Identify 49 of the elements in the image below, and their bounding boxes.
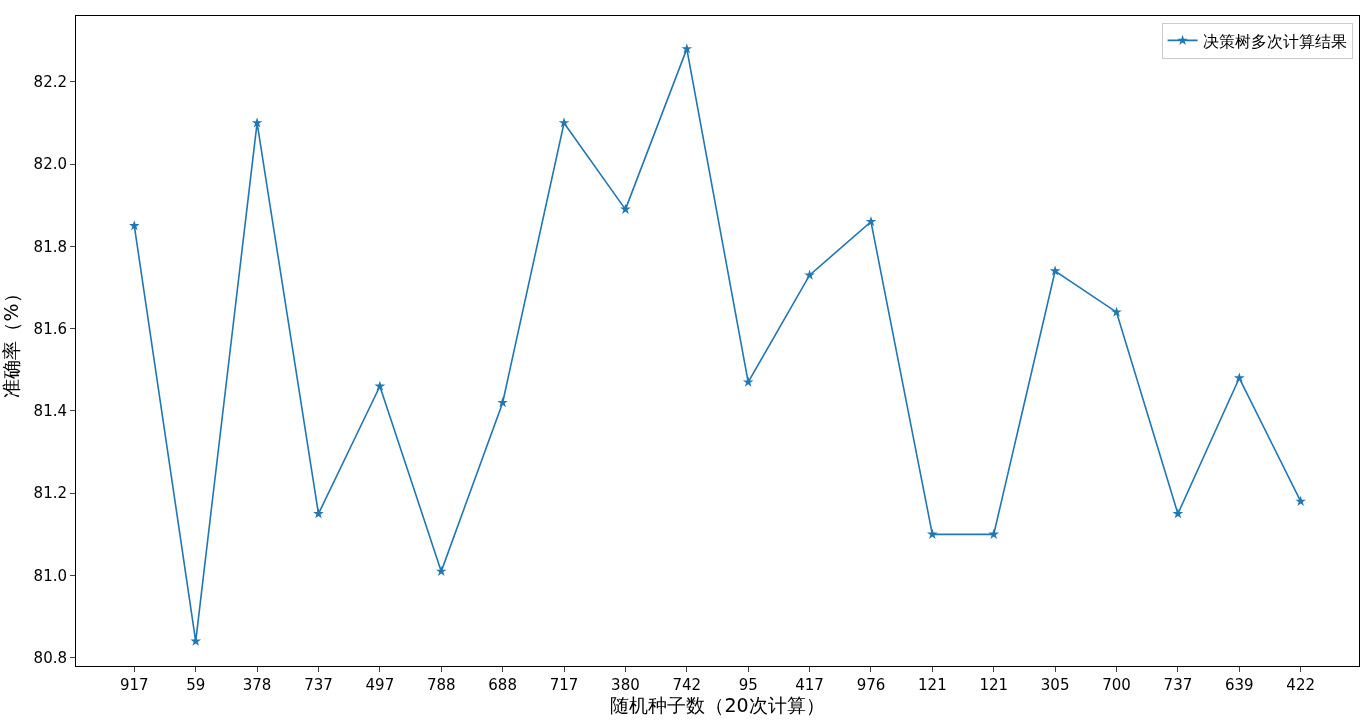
y-tick-label: 81.0 bbox=[33, 566, 67, 585]
point bbox=[742, 376, 754, 387]
x-tick-label: 95 bbox=[738, 676, 758, 694]
point bbox=[927, 528, 938, 539]
point bbox=[681, 43, 693, 54]
y-tick-label: 81.6 bbox=[33, 319, 67, 338]
point bbox=[1111, 306, 1122, 317]
x-tick-label: 737 bbox=[1163, 676, 1193, 694]
y-tick-label: 81.4 bbox=[33, 402, 67, 421]
x-tick-label: 688 bbox=[488, 676, 517, 694]
point bbox=[1172, 508, 1184, 519]
point bbox=[804, 269, 815, 280]
point bbox=[251, 117, 263, 128]
point bbox=[558, 117, 570, 128]
point bbox=[1233, 372, 1245, 383]
x-axis-title: 随机种子数（20次计算） bbox=[610, 694, 825, 716]
x-tick-label: 497 bbox=[365, 676, 395, 694]
x-tick-label: 380 bbox=[611, 676, 640, 694]
point bbox=[435, 565, 447, 576]
x-tick-label: 639 bbox=[1224, 676, 1254, 694]
x-tick-label: 737 bbox=[304, 676, 333, 694]
y-tick-label: 81.8 bbox=[33, 237, 67, 256]
point bbox=[1295, 495, 1307, 506]
x-tick-label: 417 bbox=[795, 676, 824, 694]
point bbox=[865, 216, 877, 227]
x-tick-label: 717 bbox=[549, 676, 579, 694]
point bbox=[128, 220, 140, 231]
x-tick-label: 788 bbox=[426, 676, 456, 694]
x-tick-label: 121 bbox=[918, 676, 947, 694]
x-tick-label: 305 bbox=[1040, 676, 1070, 694]
y-tick-label: 80.8 bbox=[33, 649, 67, 668]
x-tick-label: 700 bbox=[1102, 676, 1131, 694]
y-tick-label: 82.0 bbox=[33, 155, 67, 174]
point bbox=[988, 528, 1000, 539]
point bbox=[620, 203, 631, 214]
x-tick-label: 422 bbox=[1286, 676, 1315, 694]
point bbox=[1049, 265, 1061, 276]
point bbox=[313, 508, 324, 519]
x-tick-label: 121 bbox=[979, 676, 1009, 694]
y-axis-title: 准确率（%） bbox=[0, 284, 22, 398]
x-tick-label: 378 bbox=[242, 676, 272, 694]
x-tick-label: 59 bbox=[186, 676, 206, 694]
x-tick-label: 976 bbox=[856, 676, 886, 694]
point bbox=[497, 397, 508, 408]
x-tick-label: 917 bbox=[120, 676, 149, 694]
y-tick-label: 81.2 bbox=[33, 484, 67, 503]
y-tick-label: 82.2 bbox=[33, 73, 67, 92]
x-tick-label: 742 bbox=[672, 676, 702, 694]
legend-label: 决策树多次计算结果 bbox=[1202, 31, 1347, 51]
